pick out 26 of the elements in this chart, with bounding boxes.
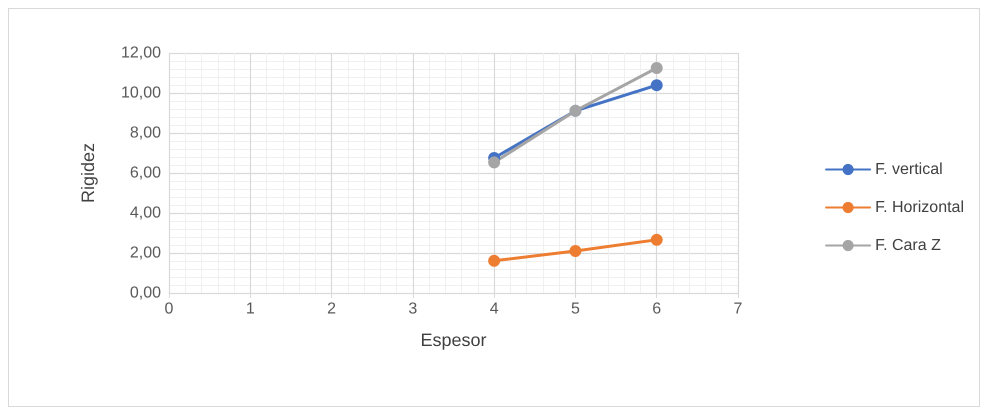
x-tick-label: 5	[570, 300, 580, 318]
legend-label: F. vertical	[875, 161, 943, 178]
x-tick-label: 4	[490, 300, 499, 318]
y-tick-label: 4,00	[130, 204, 162, 222]
y-tick-label: 0,00	[130, 284, 162, 302]
y-axis-title: Rigidez	[78, 142, 98, 204]
y-tick-label: 2,00	[130, 244, 162, 262]
point	[569, 245, 582, 257]
legend-label: F. Cara Z	[875, 237, 942, 254]
point	[488, 254, 500, 267]
y-tick-label: 10,00	[120, 84, 162, 102]
point	[650, 234, 663, 246]
x-tick-label: 0	[164, 300, 174, 318]
x-tick-label: 3	[408, 300, 418, 318]
x-tick-label: 6	[652, 300, 662, 318]
x-tick-label: 7	[734, 300, 743, 318]
x-tick-label: 1	[246, 300, 255, 318]
y-tick-label: 8,00	[130, 124, 162, 142]
x-axis-title: Espesor	[420, 330, 487, 350]
point	[488, 156, 500, 168]
y-tick-label: 12,00	[120, 44, 162, 62]
legend-label: F. Horizontal	[875, 199, 964, 216]
point	[650, 79, 663, 92]
point	[650, 62, 663, 74]
x-tick-label: 2	[327, 300, 336, 318]
y-tick-label: 6,00	[130, 164, 162, 182]
